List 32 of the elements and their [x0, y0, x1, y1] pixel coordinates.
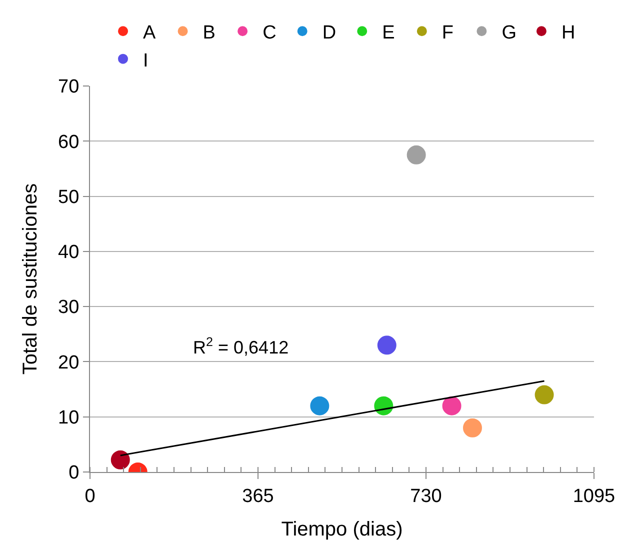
x-tick-label: 365 [242, 486, 274, 507]
y-tick-label: 60 [58, 132, 80, 153]
point [110, 449, 131, 470]
point [406, 144, 427, 166]
y-tick-label: 50 [58, 186, 80, 208]
y-axis-title: Total de sustituciones [20, 183, 42, 375]
point [534, 384, 555, 406]
legend-label: H [561, 22, 576, 44]
y-tick-label: 30 [58, 297, 80, 318]
x-tick-label: 730 [410, 486, 442, 507]
y-tick-label: 10 [58, 408, 80, 429]
y-tick-label: 40 [58, 242, 80, 264]
legend-label: A [143, 22, 156, 44]
x-tick-label: 0 [84, 486, 96, 507]
point [441, 395, 462, 416]
legend-label: C [262, 22, 276, 44]
legend-label: F [442, 22, 454, 44]
legend-label: B [202, 22, 216, 44]
legend-label: G [502, 22, 516, 44]
y-tick-label: 20 [58, 352, 80, 374]
annotation: R$^{2}$ = 0,6412 [193, 335, 289, 358]
x-axis-title: Tiempo (dias) [281, 518, 403, 540]
y-tick-label: 70 [58, 76, 80, 98]
legend-label: D [322, 22, 336, 44]
legend-label: E [382, 22, 395, 44]
point [376, 334, 398, 356]
point [373, 395, 394, 416]
point [462, 417, 483, 438]
point [309, 395, 330, 416]
y-tick-label: 0 [68, 462, 80, 484]
legend-label: I [143, 50, 148, 72]
x-tick-label: 1095 [572, 486, 616, 507]
